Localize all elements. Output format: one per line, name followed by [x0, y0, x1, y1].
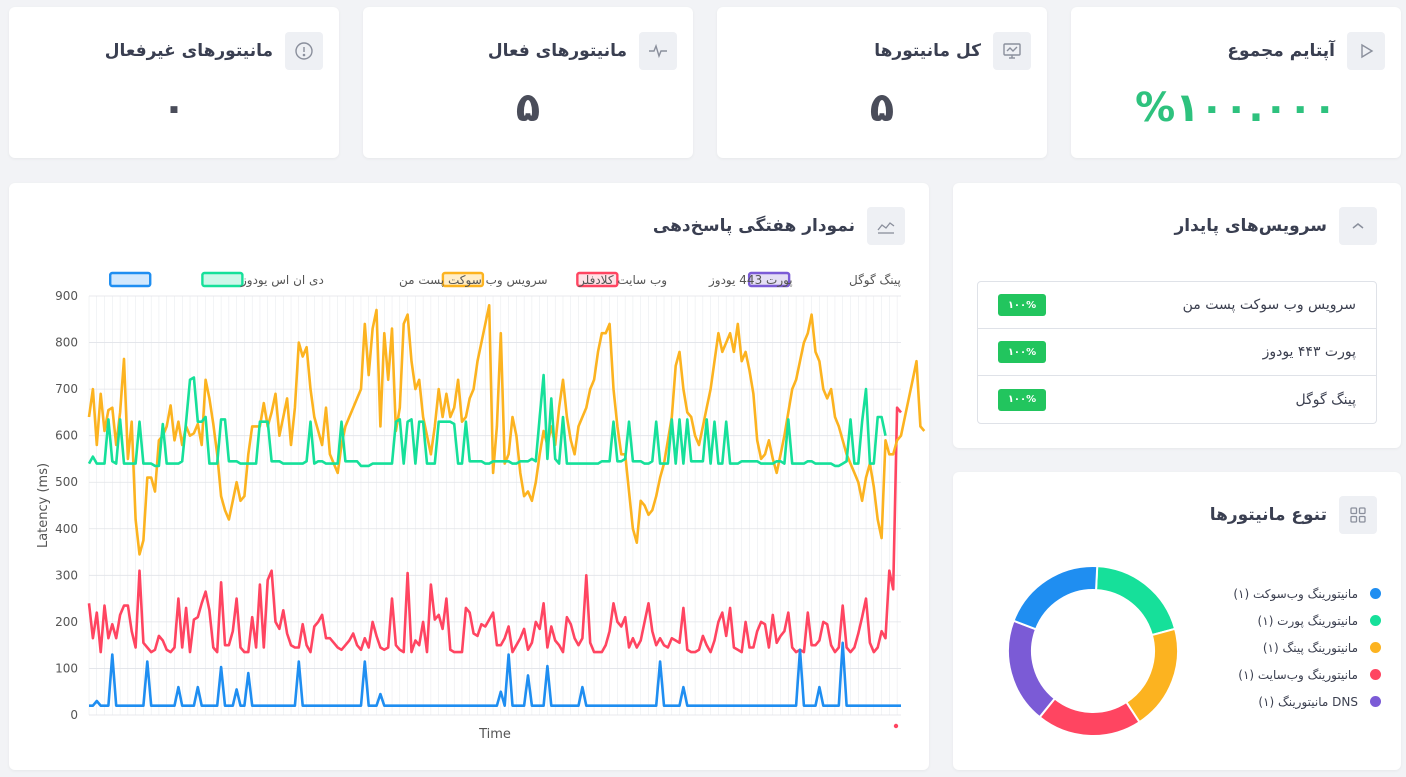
legend-swatch [576, 271, 619, 288]
donut-slice[interactable] [1012, 565, 1099, 631]
y-tick-label: 700 [55, 382, 78, 396]
legend-label: سرویس وب سوکت پست من [399, 273, 548, 288]
list-item[interactable]: سرویس وب سوکت پست من ۱۰۰% [978, 282, 1376, 329]
stat-title: آپتایم مجموع [1227, 41, 1335, 61]
x-axis-title: Time [478, 727, 511, 742]
stat-value: %۱۰۰.۰۰۰ [1135, 85, 1337, 131]
donut-slice[interactable] [1095, 565, 1177, 637]
monitor-diversity-card: تنوع مانیتورها مانیتورینگ وب‌سوکت (۱) ما… [953, 472, 1401, 770]
legend-swatch [109, 271, 152, 288]
donut-legend: مانیتورینگ وب‌سوکت (۱) مانیتورینگ پورت (… [1233, 580, 1381, 715]
donut-slice[interactable] [1007, 619, 1057, 719]
legend-label: DNS مانیتورینگ (۱) [1258, 694, 1358, 709]
stat-value: ۵ [515, 85, 541, 131]
alert-circle-icon [285, 32, 323, 70]
donut-slice[interactable] [1124, 627, 1179, 724]
data-point [893, 723, 899, 729]
legend-dot [1370, 696, 1381, 707]
weekly-chart-card: نمودار هفتگی پاسخ‌دهی 0 100 200 300 400 500 60… [9, 183, 929, 770]
monitor-type-donut [1007, 565, 1179, 737]
legend-item[interactable]: مانیتورینگ پینگ (۱) [1233, 634, 1381, 661]
stat-card-inactive: مانیتورهای غیرفعال ۰ [9, 7, 339, 158]
uptime-badge: ۱۰۰% [998, 294, 1046, 316]
series-line [87, 304, 926, 556]
stat-card-total: کل مانیتورها ۵ [717, 7, 1047, 158]
legend-dot [1370, 588, 1381, 599]
area-chart-icon [867, 207, 905, 245]
play-icon [1347, 32, 1385, 70]
service-name: پورت ۴۴۳ یودوز [1262, 344, 1356, 360]
legend-label: مانیتورینگ وب‌سوکت (۱) [1233, 586, 1358, 601]
legend-label: مانیتورینگ وب‌سایت (۱) [1238, 667, 1358, 682]
series-line [87, 406, 903, 654]
stat-title: کل مانیتورها [874, 41, 981, 61]
latency-chart: 0 100 200 300 400 500 600 700 800 900 Time Latency … [36, 271, 926, 742]
legend-swatch [747, 271, 791, 288]
diversity-title: تنوع مانیتورها [1209, 505, 1327, 525]
service-name: سرویس وب سوکت پست من [1182, 297, 1356, 313]
legend-label: پینگ گوگل [849, 273, 901, 288]
stat-card-uptime: آپتایم مجموع %۱۰۰.۰۰۰ [1071, 7, 1401, 158]
list-item[interactable]: پورت ۴۴۳ یودوز ۱۰۰% [978, 329, 1376, 376]
monitor-icon [993, 32, 1031, 70]
y-tick-label: 500 [55, 475, 78, 489]
stable-services-card: سرویس‌های پایدار سرویس وب سوکت پست من ۱۰… [953, 183, 1401, 448]
pulse-icon [639, 32, 677, 70]
y-tick-label: 200 [55, 615, 78, 629]
legend-item[interactable]: مانیتورینگ وب‌سایت (۱) [1233, 661, 1381, 688]
service-list: سرویس وب سوکت پست من ۱۰۰% پورت ۴۴۳ یودوز… [977, 281, 1377, 424]
service-name: پینگ گوگل [1295, 391, 1357, 408]
y-axis-title: Latency (ms) [36, 463, 51, 548]
grid-icon [1339, 496, 1377, 534]
stat-card-active: مانیتورهای فعال ۵ [363, 7, 693, 158]
stat-value: ۰ [161, 85, 187, 131]
stat-title: مانیتورهای غیرفعال [104, 41, 273, 61]
legend-label: مانیتورینگ پینگ (۱) [1262, 640, 1358, 655]
stable-services-title: سرویس‌های پایدار [1174, 216, 1327, 236]
legend-item[interactable]: مانیتورینگ وب‌سوکت (۱) [1233, 580, 1381, 607]
legend-item[interactable]: DNS مانیتورینگ (۱) [1233, 688, 1381, 715]
legend-label: وب سایت کلادفلر [578, 273, 667, 288]
chevron-up-icon[interactable] [1339, 207, 1377, 245]
donut-slice[interactable] [1038, 697, 1141, 737]
y-tick-label: 400 [55, 522, 78, 536]
series-line [89, 641, 901, 708]
legend-item[interactable]: مانیتورینگ پورت (۱) [1233, 607, 1381, 634]
legend-dot [1370, 669, 1381, 680]
series-line [87, 373, 887, 468]
legend-label: مانیتورینگ پورت (۱) [1257, 613, 1358, 628]
list-item[interactable]: پینگ گوگل ۱۰۰% [978, 376, 1376, 423]
legend-dot [1370, 642, 1381, 653]
legend-dot [1370, 615, 1381, 626]
stat-title: مانیتورهای فعال [487, 41, 627, 61]
chart-title: نمودار هفتگی پاسخ‌دهی [652, 216, 855, 236]
stat-value: ۵ [869, 85, 895, 131]
y-tick-label: 600 [55, 429, 78, 443]
legend-swatch [441, 271, 485, 288]
uptime-badge: ۱۰۰% [998, 388, 1046, 411]
legend-label: پورت 443 یودوز [708, 273, 793, 288]
y-tick-label: 100 [55, 661, 78, 675]
legend-swatch [201, 271, 244, 288]
uptime-badge: ۱۰۰% [998, 341, 1046, 363]
y-tick-label: 0 [70, 708, 78, 722]
y-tick-label: 800 [55, 336, 78, 350]
legend-label: دی ان اس یودوز [240, 273, 324, 288]
y-tick-label: 900 [55, 289, 78, 303]
y-tick-label: 300 [55, 568, 78, 582]
